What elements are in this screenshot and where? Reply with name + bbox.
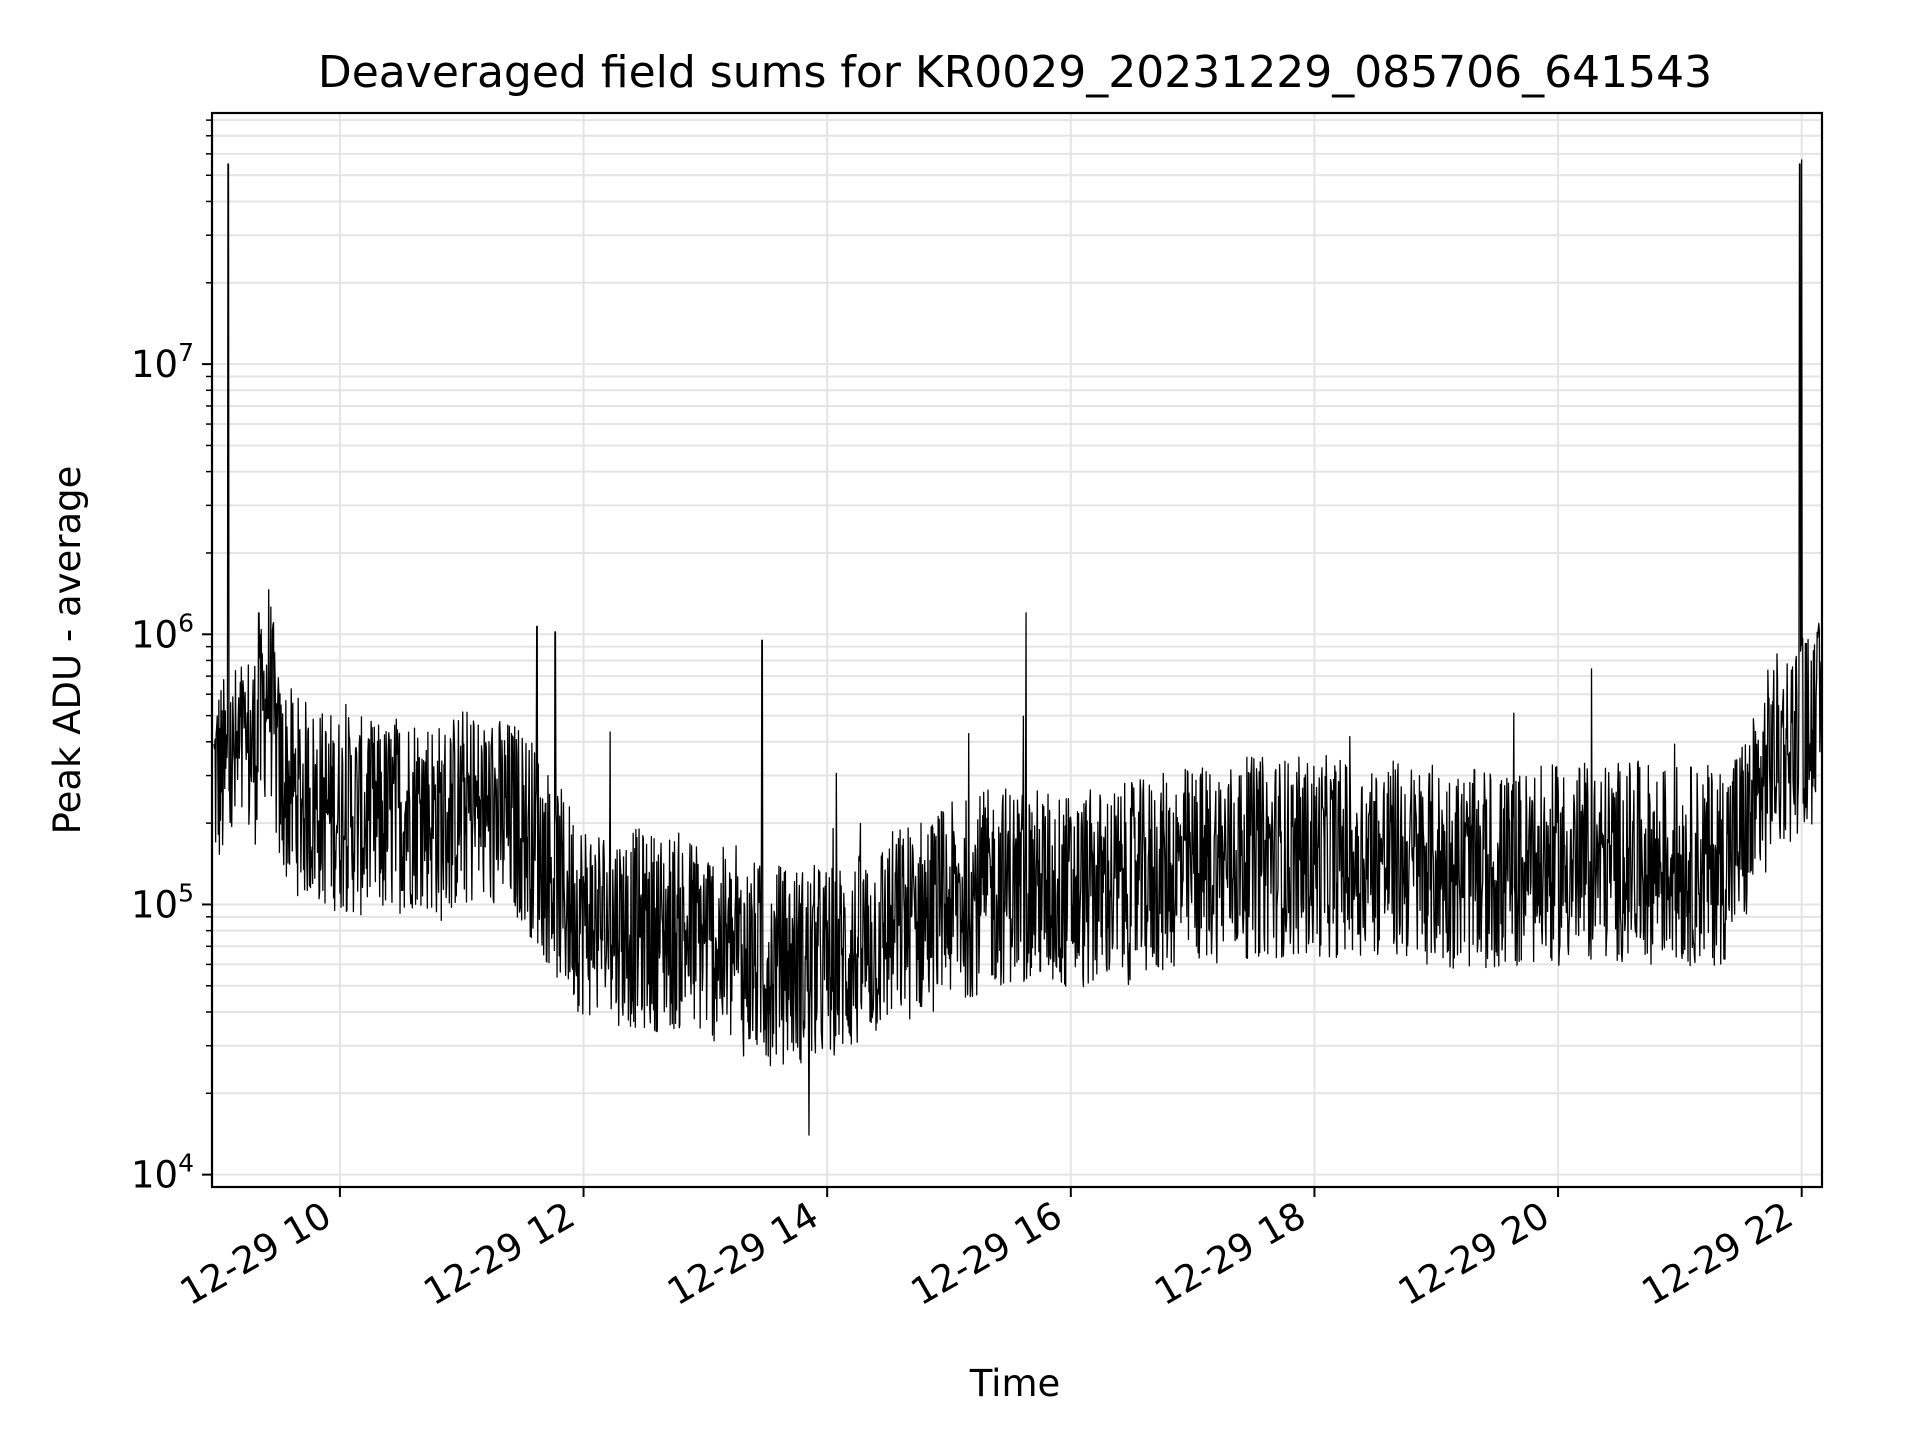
series-line: [213, 159, 1823, 1136]
y-tick-exponent: 4: [178, 1149, 194, 1178]
y-tick-exponent: 6: [178, 608, 194, 637]
y-tick-exponent: 5: [178, 878, 194, 907]
x-axis-label: Time: [969, 1362, 1061, 1405]
y-tick-exponent: 7: [178, 338, 194, 367]
y-tick-label: 105: [131, 878, 194, 926]
y-tick-base: 10: [131, 613, 178, 656]
series-layer: [213, 159, 1823, 1136]
chart-title: Deaveraged field sums for KR0029_2023122…: [318, 47, 1712, 98]
y-axis-label: Peak ADU - average: [46, 466, 89, 835]
plot-frame: [210, 111, 1824, 1189]
y-tick-base: 10: [131, 343, 178, 386]
y-tick-label: 106: [131, 608, 194, 656]
y-tick-label: 107: [131, 338, 194, 386]
y-tick-base: 10: [131, 1154, 178, 1197]
y-tick-label: 104: [131, 1149, 194, 1197]
y-tick-base: 10: [131, 883, 178, 926]
